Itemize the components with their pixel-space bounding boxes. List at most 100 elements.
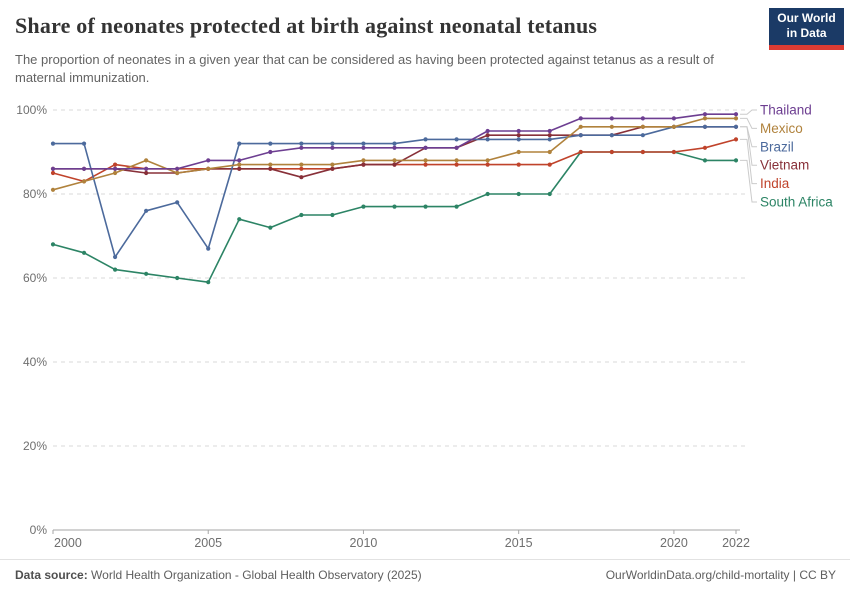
data-point-mexico bbox=[702, 116, 708, 121]
data-point-india bbox=[485, 162, 490, 167]
data-point-thailand bbox=[144, 166, 149, 171]
data-point-thailand bbox=[423, 145, 428, 150]
data-point-brazil bbox=[733, 124, 739, 129]
legend-label-thailand[interactable]: Thailand bbox=[760, 103, 812, 118]
data-point-brazil bbox=[423, 137, 428, 142]
data-point-south-africa bbox=[81, 250, 87, 255]
x-axis-label: 2020 bbox=[660, 536, 688, 550]
data-point-thailand bbox=[640, 116, 645, 121]
data-point-brazil bbox=[206, 246, 211, 251]
data-point-south-africa bbox=[485, 191, 490, 197]
data-point-south-africa bbox=[547, 191, 552, 197]
data-point-south-africa bbox=[268, 225, 273, 230]
data-point-vietnam bbox=[268, 166, 273, 171]
data-point-thailand bbox=[112, 166, 118, 171]
footer-divider bbox=[0, 559, 850, 560]
data-point-south-africa bbox=[702, 158, 708, 163]
data-point-vietnam bbox=[361, 162, 366, 167]
legend-label-brazil[interactable]: Brazil bbox=[760, 139, 794, 154]
legend-connector bbox=[740, 117, 757, 129]
data-point-south-africa bbox=[330, 212, 335, 218]
data-point-thailand bbox=[485, 128, 490, 134]
data-point-brazil bbox=[485, 137, 490, 142]
data-point-vietnam bbox=[299, 175, 304, 180]
data-point-thailand bbox=[578, 116, 583, 121]
legend-connector bbox=[740, 126, 757, 166]
data-point-mexico bbox=[330, 162, 335, 167]
data-point-vietnam bbox=[516, 133, 521, 138]
data-point-mexico bbox=[516, 149, 521, 155]
x-axis-label: 2010 bbox=[350, 536, 378, 550]
legend-label-india[interactable]: India bbox=[760, 176, 790, 191]
data-point-brazil bbox=[112, 254, 118, 260]
data-point-thailand bbox=[392, 145, 397, 150]
data-point-india bbox=[423, 162, 428, 167]
data-point-thailand bbox=[454, 145, 459, 150]
data-point-thailand bbox=[81, 166, 87, 171]
y-axis-label: 80% bbox=[23, 187, 47, 201]
data-point-south-africa bbox=[237, 217, 242, 222]
data-point-brazil bbox=[144, 208, 149, 213]
data-point-mexico bbox=[81, 179, 87, 184]
data-point-thailand bbox=[330, 145, 335, 150]
data-point-brazil bbox=[516, 137, 521, 142]
data-point-thailand bbox=[609, 116, 614, 121]
data-point-brazil bbox=[175, 200, 180, 205]
data-point-india bbox=[609, 149, 614, 155]
data-source-note: Data source: World Health Organization -… bbox=[15, 568, 422, 582]
data-point-thailand bbox=[206, 158, 211, 163]
data-point-vietnam bbox=[392, 162, 397, 167]
data-point-thailand bbox=[733, 112, 739, 117]
data-point-mexico bbox=[640, 124, 645, 129]
data-point-mexico bbox=[485, 158, 490, 163]
data-point-india bbox=[454, 162, 459, 167]
owid-link[interactable]: OurWorldinData.org/child-mortality | CC … bbox=[605, 568, 836, 582]
x-axis-label: 2015 bbox=[505, 536, 533, 550]
data-point-mexico bbox=[361, 158, 366, 163]
data-point-thailand bbox=[50, 166, 56, 171]
owid-logo[interactable]: Our World in Data bbox=[769, 8, 844, 50]
data-point-mexico bbox=[671, 124, 677, 129]
legend-label-vietnam[interactable]: Vietnam bbox=[760, 158, 809, 173]
data-point-south-africa bbox=[175, 275, 180, 281]
data-point-brazil bbox=[330, 141, 335, 146]
data-point-india bbox=[112, 162, 118, 167]
data-point-brazil bbox=[81, 141, 87, 146]
y-axis-label: 40% bbox=[23, 355, 47, 369]
data-point-mexico bbox=[423, 158, 428, 163]
data-point-mexico bbox=[454, 158, 459, 163]
data-point-india bbox=[50, 170, 56, 176]
data-point-mexico bbox=[50, 187, 56, 192]
data-point-vietnam bbox=[330, 166, 335, 171]
data-point-south-africa bbox=[112, 267, 118, 272]
y-axis-label: 60% bbox=[23, 271, 47, 285]
data-point-thailand bbox=[299, 145, 304, 150]
data-point-thailand bbox=[702, 112, 708, 117]
data-point-south-africa bbox=[423, 204, 428, 209]
data-point-vietnam bbox=[485, 133, 490, 138]
data-point-mexico bbox=[547, 149, 552, 155]
series-line-south-africa[interactable] bbox=[52, 151, 737, 283]
legend-connector bbox=[740, 159, 757, 203]
page-subtitle: The proportion of neonates in a given ye… bbox=[15, 52, 714, 86]
data-point-brazil bbox=[640, 133, 645, 138]
data-point-brazil bbox=[454, 137, 459, 142]
data-point-mexico bbox=[609, 124, 614, 129]
data-point-mexico bbox=[733, 116, 739, 121]
data-point-vietnam bbox=[547, 133, 552, 138]
legend-connector bbox=[740, 109, 757, 115]
data-point-india bbox=[547, 162, 552, 167]
data-point-thailand bbox=[268, 149, 273, 155]
data-point-south-africa bbox=[392, 204, 397, 209]
data-point-thailand bbox=[361, 145, 366, 150]
data-point-mexico bbox=[268, 162, 273, 167]
chart-canvas: 0% 20% 40% 60% 80% 100% 2000 2005 2010 2015 2020 20… bbox=[16, 103, 833, 551]
x-axis-label: 2022 bbox=[722, 536, 750, 550]
data-point-south-africa bbox=[361, 204, 366, 209]
data-point-south-africa bbox=[206, 280, 211, 285]
legend-label-south-africa[interactable]: South Africa bbox=[760, 195, 833, 210]
legend-label-mexico[interactable]: Mexico bbox=[760, 121, 803, 136]
data-point-mexico bbox=[237, 162, 242, 167]
data-point-india bbox=[516, 162, 521, 167]
data-point-thailand bbox=[547, 128, 552, 134]
